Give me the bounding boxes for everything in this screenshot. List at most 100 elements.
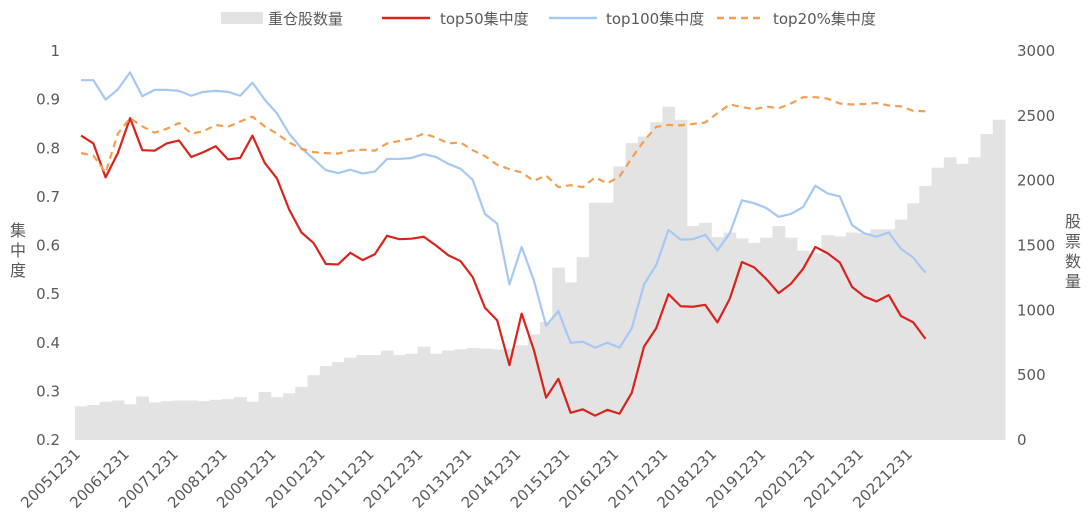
bar-35 bbox=[503, 348, 517, 440]
bar-54 bbox=[735, 238, 749, 440]
left-axis-ticks: 0.2 0.3 0.4 0.5 0.6 0.7 0.8 0.9 1 bbox=[36, 42, 60, 449]
bar-1 bbox=[87, 404, 100, 440]
series-line-2 bbox=[80, 96, 926, 189]
right-tick-label: 3000 bbox=[1017, 42, 1055, 60]
bar-12 bbox=[221, 399, 235, 440]
left-tick-label: 0.6 bbox=[36, 237, 60, 255]
bar-59 bbox=[796, 250, 810, 440]
legend-swatch bbox=[221, 12, 263, 24]
bar-44 bbox=[613, 166, 627, 440]
right-tick-label: 2500 bbox=[1017, 107, 1055, 125]
bar-56 bbox=[760, 237, 773, 440]
bar-28 bbox=[417, 346, 431, 440]
left-tick-label: 1 bbox=[50, 42, 60, 60]
bar-13 bbox=[234, 397, 247, 440]
bar-4 bbox=[123, 404, 137, 440]
bar-73 bbox=[968, 157, 982, 440]
bar-50 bbox=[686, 226, 700, 440]
bar-16 bbox=[270, 397, 284, 440]
right-axis-ticks: 0 500 1000 1500 2000 2500 3000 bbox=[1017, 42, 1055, 449]
right-axis-title: 股票数量 bbox=[1065, 212, 1081, 291]
lines-layer bbox=[80, 71, 927, 417]
x-axis-ticks: 2005123120061231200712312008123120091231… bbox=[17, 445, 916, 512]
bar-63 bbox=[845, 232, 859, 440]
series-line-0 bbox=[80, 116, 927, 417]
right-tick-label: 0 bbox=[1017, 431, 1027, 449]
bar-25 bbox=[380, 350, 394, 440]
bar-9 bbox=[185, 400, 198, 440]
legend-label: top20%集中度 bbox=[773, 10, 876, 28]
bar-7 bbox=[160, 401, 174, 440]
axis-title-text: 集中度 bbox=[10, 221, 26, 280]
bar-40 bbox=[564, 282, 578, 440]
series-line-1 bbox=[81, 71, 927, 349]
left-tick-label: 0.7 bbox=[36, 188, 60, 206]
bar-33 bbox=[478, 348, 492, 440]
bar-0 bbox=[75, 406, 88, 440]
bar-38 bbox=[540, 322, 553, 440]
bar-62 bbox=[833, 236, 847, 440]
bar-67 bbox=[894, 219, 908, 440]
bar-26 bbox=[393, 355, 406, 440]
bar-34 bbox=[491, 349, 504, 440]
bar-32 bbox=[466, 347, 480, 440]
bar-21 bbox=[331, 362, 345, 440]
bar-29 bbox=[429, 353, 443, 440]
left-tick-label: 0.5 bbox=[36, 285, 60, 303]
bar-74 bbox=[980, 133, 994, 441]
bar-65 bbox=[870, 229, 884, 440]
bar-42 bbox=[588, 202, 602, 440]
bar-55 bbox=[748, 242, 761, 440]
bar-17 bbox=[283, 393, 296, 440]
right-tick-label: 1000 bbox=[1017, 301, 1055, 319]
bar-70 bbox=[931, 167, 945, 440]
left-axis-title: 集中度 bbox=[10, 221, 26, 280]
bar-18 bbox=[295, 386, 308, 440]
bar-19 bbox=[307, 375, 321, 440]
left-tick-label: 0.4 bbox=[36, 334, 60, 352]
bar-61 bbox=[821, 235, 835, 440]
right-tick-label: 500 bbox=[1017, 366, 1046, 384]
left-tick-label: 0.9 bbox=[36, 91, 60, 109]
bar-15 bbox=[258, 392, 272, 440]
bar-14 bbox=[246, 401, 260, 440]
bar-53 bbox=[723, 232, 737, 440]
bar-36 bbox=[515, 345, 529, 440]
bar-31 bbox=[454, 349, 468, 440]
bar-58 bbox=[784, 237, 798, 440]
bar-23 bbox=[356, 355, 370, 440]
bar-71 bbox=[943, 157, 957, 440]
bar-10 bbox=[197, 401, 211, 440]
bar-60 bbox=[809, 253, 822, 440]
bar-75 bbox=[992, 119, 1006, 440]
left-tick-label: 0.3 bbox=[36, 382, 60, 400]
bar-64 bbox=[858, 233, 871, 440]
bar-52 bbox=[711, 237, 725, 440]
bar-47 bbox=[650, 122, 663, 440]
bar-43 bbox=[601, 202, 614, 440]
bar-41 bbox=[576, 257, 590, 440]
axis-title-text: 股票数量 bbox=[1065, 212, 1081, 291]
bar-27 bbox=[405, 353, 419, 440]
bar-2 bbox=[99, 401, 113, 440]
bar-24 bbox=[368, 355, 382, 440]
bar-49 bbox=[674, 119, 688, 440]
left-tick-label: 0.2 bbox=[36, 431, 60, 449]
bar-57 bbox=[772, 226, 786, 440]
bar-6 bbox=[148, 402, 162, 440]
bar-30 bbox=[442, 350, 455, 440]
bar-5 bbox=[136, 396, 149, 440]
bar-66 bbox=[882, 229, 896, 440]
bars-layer bbox=[75, 106, 1006, 441]
bar-48 bbox=[662, 106, 676, 440]
legend: 重仓股数量 top50集中度 top100集中度 top20%集中度 bbox=[221, 10, 876, 28]
bar-39 bbox=[552, 267, 565, 440]
left-tick-label: 0.8 bbox=[36, 139, 60, 157]
bar-22 bbox=[344, 357, 357, 440]
bar-46 bbox=[637, 136, 651, 440]
legend-label: top50集中度 bbox=[440, 10, 529, 28]
bar-8 bbox=[172, 400, 186, 440]
right-tick-label: 2000 bbox=[1017, 172, 1055, 190]
